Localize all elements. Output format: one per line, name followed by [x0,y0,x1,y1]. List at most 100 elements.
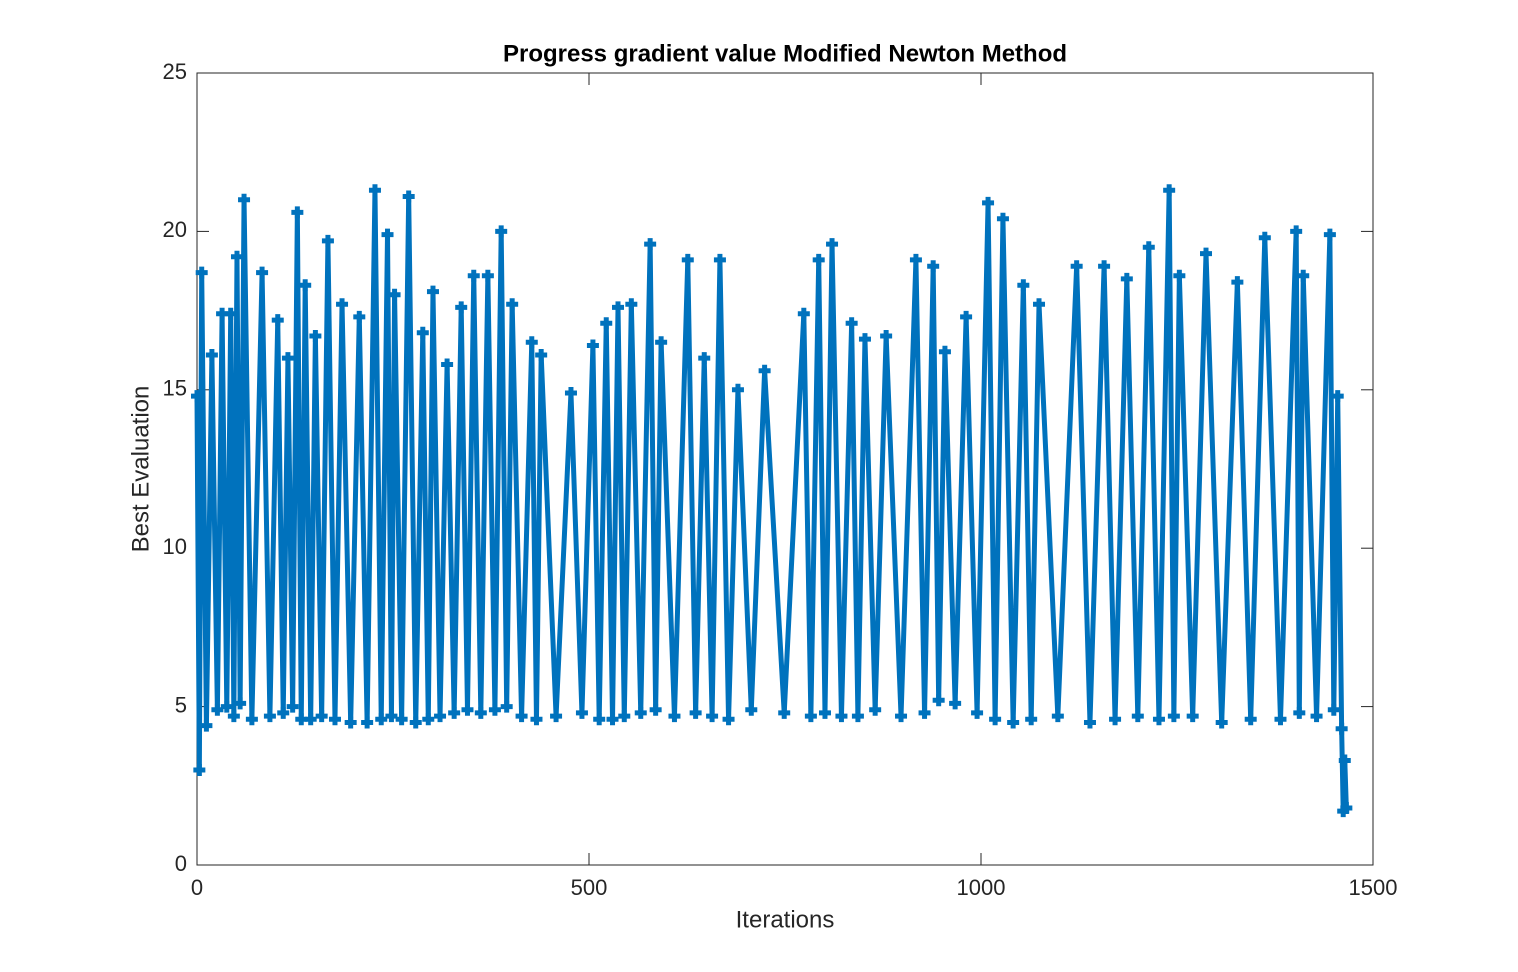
data-point [1152,713,1165,726]
data-point [1215,716,1228,729]
data-point [655,336,668,349]
data-point [845,317,858,330]
data-point [224,307,237,320]
data-point [731,383,744,396]
data-point [336,298,349,311]
data-point [495,225,508,238]
x-tick-label: 500 [571,875,608,900]
data-point [344,716,357,729]
data-point [304,713,317,726]
data-point [1163,184,1176,197]
data-point [835,710,848,723]
data-point [586,339,599,352]
data-point [530,713,543,726]
data-point [1120,272,1133,285]
data-point [1083,716,1096,729]
data-point [375,713,388,726]
data-point [1007,716,1020,729]
data-point [448,706,461,719]
data-point [193,763,206,776]
data-point [1274,713,1287,726]
data-point [467,269,480,282]
data-point [220,700,233,713]
data-point [1131,710,1144,723]
data-point [1244,713,1257,726]
data-point [745,703,758,716]
y-tick-label: 20 [163,217,187,242]
data-point [575,706,588,719]
data-point [1297,269,1310,282]
data-point [1200,247,1213,260]
data-point [1142,241,1155,254]
data-point [1335,722,1348,735]
data-point [982,196,995,209]
x-tick-label: 1500 [1349,875,1398,900]
data-point [515,710,528,723]
data-point [434,710,447,723]
data-point [234,697,247,710]
data-point [426,285,439,298]
data-point [668,710,681,723]
data-point [368,184,381,197]
data-point [932,694,945,707]
data-point [713,253,726,266]
data-point [200,719,213,732]
data-point [706,710,719,723]
data-point [649,703,662,716]
chart-title: Progress gradient value Modified Newton … [503,40,1067,67]
data-point [361,716,374,729]
data-point [797,307,810,320]
data-point [918,706,931,719]
data-point [263,710,276,723]
y-tick-label: 0 [175,851,187,876]
data-point [722,713,735,726]
data-point [422,713,435,726]
data-point [1098,260,1111,273]
data-point [488,703,501,716]
data-point [758,364,771,377]
data-point [600,317,613,330]
data-point [500,700,513,713]
data-point [909,253,922,266]
data-point [1109,713,1122,726]
data-point [949,697,962,710]
data-point [277,706,290,719]
data-point [286,700,299,713]
data-point [506,298,519,311]
data-point [353,310,366,323]
data-point [996,212,1009,225]
data-point [550,710,563,723]
x-tick-label: 1000 [957,875,1006,900]
y-tick-label: 10 [163,534,187,559]
data-point [416,326,429,339]
data-point [1186,710,1199,723]
data-point [281,352,294,365]
data-point [625,298,638,311]
data-point [238,193,251,206]
data-point [381,228,394,241]
data-point [1033,298,1046,311]
data-point [395,713,408,726]
data-point [1323,228,1336,241]
data-point [1167,710,1180,723]
data-point [402,190,415,203]
data-point [895,710,908,723]
data-point [1290,225,1303,238]
data-point [804,710,817,723]
data-point [698,352,711,365]
data-point [634,706,647,719]
x-tick-label: 0 [191,875,203,900]
data-point [525,336,538,349]
data-point [461,703,474,716]
data-point [256,266,269,279]
data-point [1051,710,1064,723]
data-point [441,358,454,371]
data-point [612,301,625,314]
data-point [778,706,791,719]
data-point [191,390,203,403]
data-point [1331,390,1344,403]
data-point [927,260,940,273]
data-point [409,716,422,729]
data-point [315,710,328,723]
data-point [851,710,864,723]
